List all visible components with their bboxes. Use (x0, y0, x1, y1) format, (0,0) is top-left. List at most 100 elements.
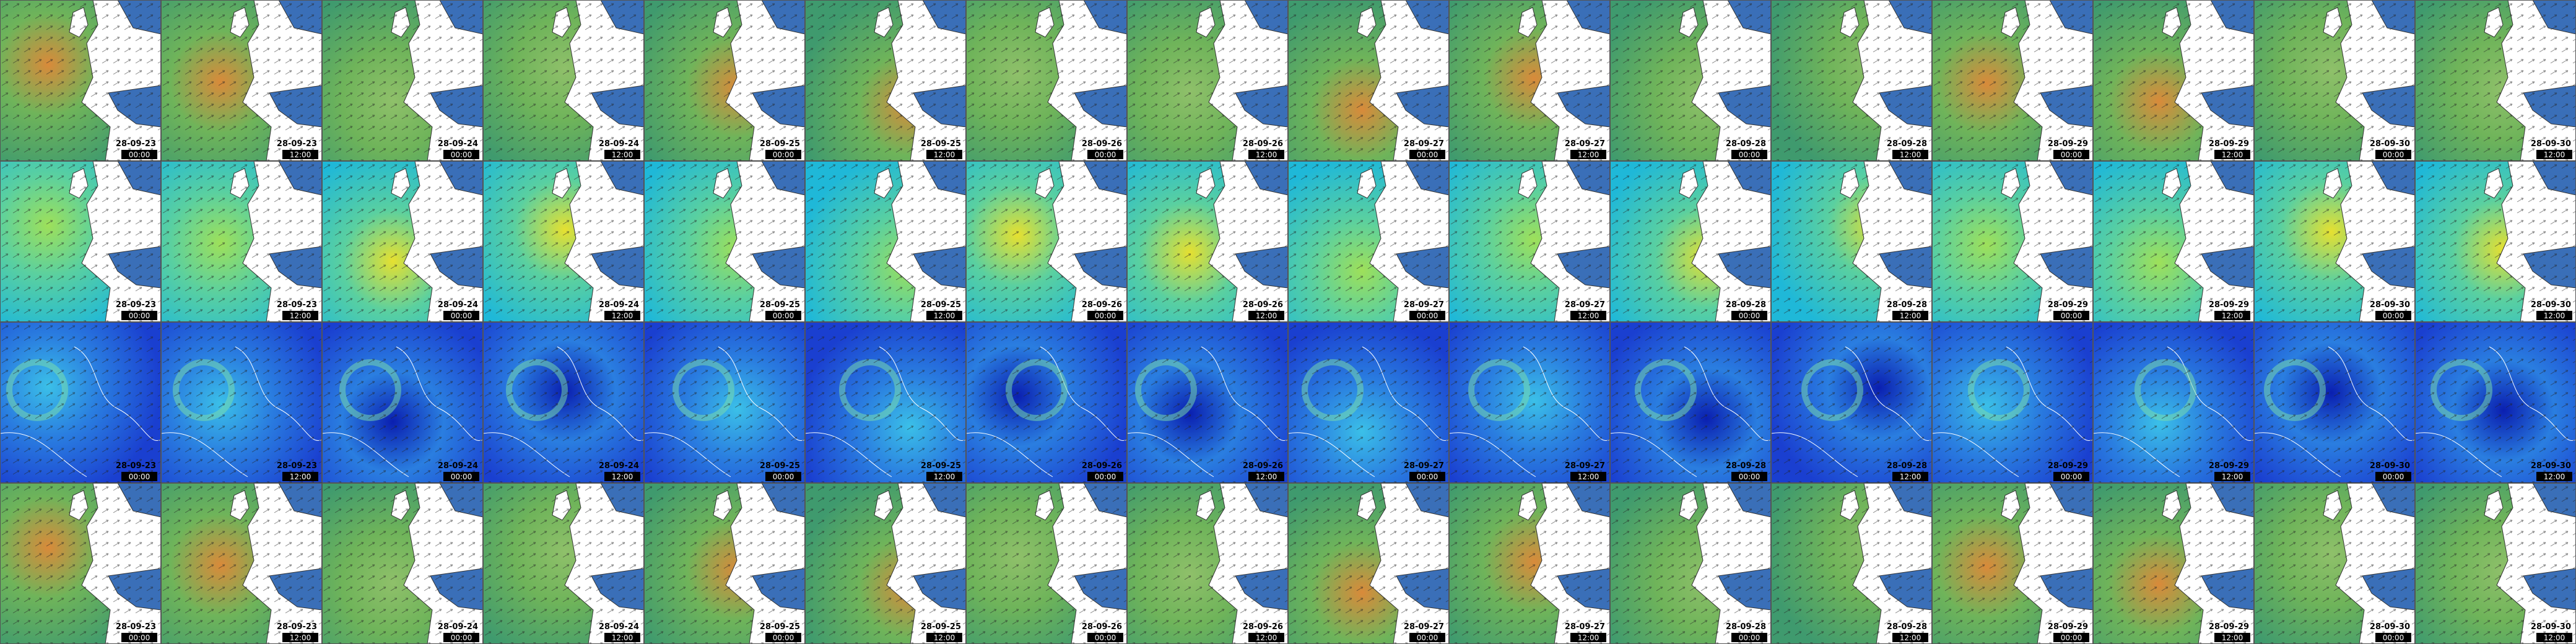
tile-date: 28-09-29 (2048, 622, 2088, 632)
tile-time: 00:00 (2383, 311, 2404, 320)
time-box (282, 150, 318, 159)
time-box (1731, 150, 1767, 159)
time-box (765, 150, 801, 159)
wind-arrows (161, 161, 322, 322)
time-box (1570, 150, 1606, 159)
tile-date: 28-09-30 (2531, 300, 2571, 310)
tile-date: 28-09-24 (438, 300, 478, 310)
frame (1449, 161, 1610, 322)
wind-arrows (644, 322, 805, 483)
time-box (2536, 150, 2572, 159)
time-box (121, 311, 157, 320)
tile-time: 12:00 (2544, 311, 2565, 320)
wind-arrows (2415, 322, 2576, 483)
wind-arrows (2093, 161, 2254, 322)
tile-date: 28-09-30 (2531, 622, 2571, 632)
wind-arrows (2093, 483, 2254, 644)
time-box (765, 311, 801, 320)
tile-date: 28-09-30 (2370, 622, 2410, 632)
frame (322, 0, 483, 161)
wind-arrows (322, 483, 483, 644)
tile-time: 12:00 (1900, 472, 1921, 481)
wind-arrows (1610, 322, 1771, 483)
wind-arrows (1288, 161, 1449, 322)
frame (2093, 0, 2254, 161)
frame (0, 0, 161, 161)
tile-time: 00:00 (451, 150, 472, 159)
time-box (1087, 150, 1123, 159)
time-box (1892, 633, 1928, 642)
tile-time: 12:00 (934, 633, 955, 642)
wind-arrows (483, 483, 644, 644)
tile-date: 28-09-25 (760, 300, 800, 310)
tile-date: 28-09-29 (2048, 300, 2088, 310)
frame (1932, 161, 2093, 322)
wind-arrows (1932, 483, 2093, 644)
tile-date: 28-09-30 (2370, 139, 2410, 149)
wind-arrows (0, 483, 161, 644)
time-box (1248, 633, 1284, 642)
tile-time: 00:00 (451, 311, 472, 320)
tile-date: 28-09-23 (277, 300, 317, 310)
time-box (1248, 150, 1284, 159)
wind-arrows (1932, 0, 2093, 161)
tile-date: 28-09-27 (1565, 461, 1605, 471)
tile-time: 00:00 (1417, 311, 1438, 320)
time-box (1409, 150, 1445, 159)
wind-arrows (0, 322, 161, 483)
tile-date: 28-09-27 (1404, 622, 1444, 632)
time-box (1731, 633, 1767, 642)
tile-time: 12:00 (1256, 311, 1277, 320)
time-box (2053, 633, 2089, 642)
wind-arrows (1771, 161, 1932, 322)
wind-arrows (1449, 0, 1610, 161)
tile-time: 00:00 (2061, 150, 2082, 159)
tile-date: 28-09-26 (1082, 300, 1122, 310)
wind-arrows (322, 322, 483, 483)
wind-arrows (322, 161, 483, 322)
time-box (1570, 633, 1606, 642)
wind-arrows (2415, 483, 2576, 644)
tile-date: 28-09-24 (438, 139, 478, 149)
tile-date: 28-09-24 (599, 300, 639, 310)
tile-date: 28-09-29 (2209, 622, 2249, 632)
wind-arrows (2415, 0, 2576, 161)
frame (966, 322, 1127, 483)
wind-arrows (1449, 483, 1610, 644)
time-box (443, 472, 479, 481)
time-box (2053, 311, 2089, 320)
wind-arrows (644, 161, 805, 322)
tile-time: 12:00 (1900, 311, 1921, 320)
time-box (926, 472, 962, 481)
time-box (282, 311, 318, 320)
frame (1610, 161, 1771, 322)
tile-date: 28-09-24 (599, 622, 639, 632)
tile-time: 00:00 (1417, 472, 1438, 481)
tile-time: 12:00 (2544, 472, 2565, 481)
wind-arrows (0, 0, 161, 161)
time-box (2536, 311, 2572, 320)
time-box (2375, 311, 2411, 320)
tile-date: 28-09-30 (2531, 139, 2571, 149)
time-box (2214, 472, 2250, 481)
time-box (765, 633, 801, 642)
tile-time: 12:00 (1900, 150, 1921, 159)
wind-arrows (805, 322, 966, 483)
